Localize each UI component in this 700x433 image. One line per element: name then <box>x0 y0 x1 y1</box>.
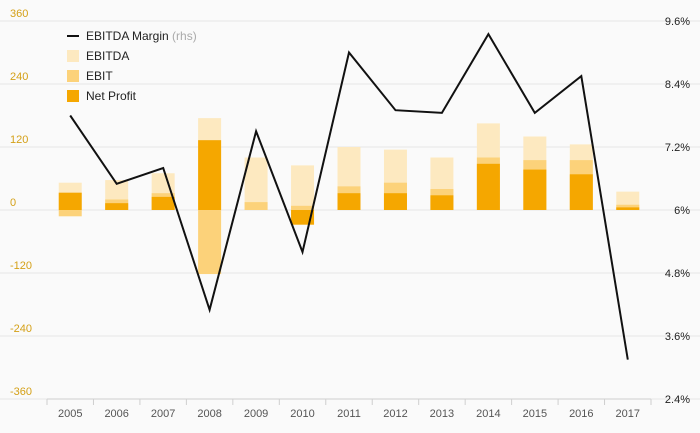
x-tick-label: 2006 <box>104 408 128 420</box>
y-left-tick-label: -120 <box>10 260 32 272</box>
legend-swatch <box>67 90 79 102</box>
y-right-tick-label: 4.8% <box>665 268 690 280</box>
y-left-tick-label: -360 <box>10 386 32 398</box>
bar-ebitda <box>291 165 315 210</box>
bar-net-profit <box>430 195 454 210</box>
x-tick-label: 2015 <box>523 408 547 420</box>
y-left-tick-label: 360 <box>10 8 28 20</box>
legend-label: EBIT <box>86 69 113 83</box>
x-tick-label: 2005 <box>58 408 82 420</box>
bar-net-profit <box>569 174 593 210</box>
y-left-tick-label: 240 <box>10 71 28 83</box>
bar-ebit <box>198 210 222 275</box>
bar-ebit <box>244 202 268 210</box>
x-tick-label: 2010 <box>290 408 314 420</box>
y-left-tick-label: 120 <box>10 134 28 146</box>
y-right-tick-label: 8.4% <box>665 79 690 91</box>
x-tick-label: 2014 <box>476 408 500 420</box>
line-layer <box>69 32 629 360</box>
legend-swatch <box>67 50 79 62</box>
x-tick-label: 2011 <box>337 408 361 420</box>
bar-net-profit <box>383 193 407 210</box>
bar-net-profit <box>105 203 129 210</box>
y-left-tick-label: -240 <box>10 323 32 335</box>
x-tick-label: 2017 <box>616 408 640 420</box>
bar-ebitda <box>244 157 268 210</box>
legend-label: EBITDA <box>86 49 129 63</box>
x-tick-label: 2008 <box>197 408 221 420</box>
bar-net-profit <box>58 192 82 210</box>
bar-net-profit <box>337 193 361 210</box>
legend-label-suffix: (rhs) <box>172 29 197 43</box>
x-tick-label: 2007 <box>151 408 175 420</box>
bar-net-profit <box>616 207 640 210</box>
x-tick-label: 2013 <box>430 408 454 420</box>
legend-label-name: EBITDA Margin <box>86 29 169 43</box>
bar-net-profit <box>291 210 315 225</box>
x-tick-label: 2016 <box>569 408 593 420</box>
y-right-tick-label: 9.6% <box>665 16 690 28</box>
bars-layer <box>58 118 640 275</box>
legend: EBITDA Margin (rhs) EBITDA EBIT Net Profit <box>67 29 197 103</box>
bar-net-profit <box>523 169 547 210</box>
axes-layer: 360 240 120 0 -120 -240 -360 9.6% 8.4% 7.2% 6% 4.8%… <box>10 8 690 420</box>
y-left-tick-label: 0 <box>10 197 16 209</box>
legend-label: EBITDA Margin (rhs) <box>86 29 197 43</box>
bar-ebit <box>291 205 315 210</box>
y-right-tick-label: 6% <box>674 205 690 217</box>
bar-net-profit <box>476 163 500 210</box>
bar-net-profit <box>198 140 222 210</box>
legend-swatch <box>67 70 79 82</box>
x-tick-label: 2009 <box>244 408 268 420</box>
x-tick-label: 2012 <box>383 408 407 420</box>
bar-net-profit <box>151 196 175 210</box>
bar-ebit <box>58 210 82 217</box>
y-right-tick-label: 3.6% <box>665 331 690 343</box>
legend-label: Net Profit <box>86 89 137 103</box>
y-right-tick-label: 7.2% <box>665 142 690 154</box>
y-right-tick-label: 2.4% <box>665 394 690 406</box>
line-ebitda-margin <box>69 32 629 360</box>
